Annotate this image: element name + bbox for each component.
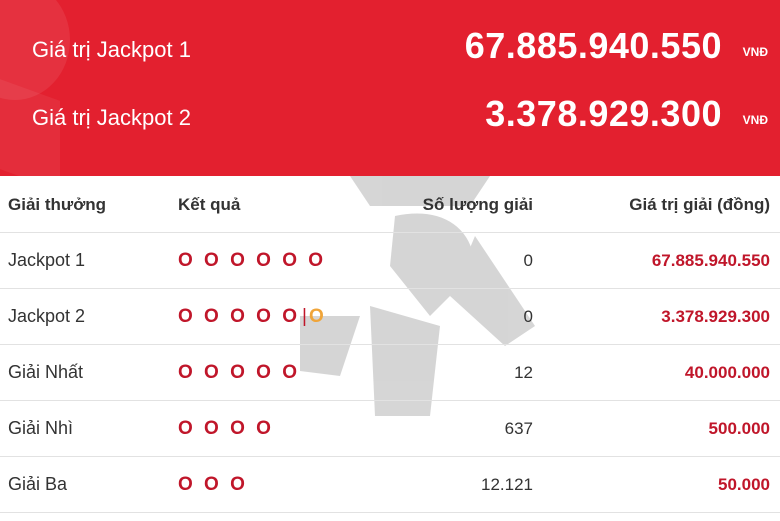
- header-result: Kết quả: [178, 195, 241, 214]
- ball-icons: O O O O O: [178, 305, 301, 327]
- jackpot-1-unit: VNĐ: [742, 45, 768, 59]
- header-value: Giá trị giải (đồng): [629, 195, 770, 214]
- ball-icons: O O O O: [178, 417, 274, 439]
- logo-watermark: [300, 176, 535, 416]
- table-row: Giải Nhì O O O O 637 500.000: [0, 401, 780, 457]
- results-table: Giải thưởng Kết quả Số lượng giải Giá tr…: [0, 178, 780, 513]
- jackpot-2-label: Giá trị Jackpot 2: [32, 105, 191, 130]
- jackpot-1-row: Giá trị Jackpot 1 67.885.940.550 VNĐ: [0, 21, 780, 81]
- prize-name: Giải Nhất: [8, 362, 84, 382]
- result-balls: O O O O O: [178, 345, 398, 400]
- header-prize: Giải thưởng: [8, 195, 107, 214]
- result-balls: O O O O O | O: [178, 289, 398, 344]
- ball-icons: O O O O O O: [178, 249, 327, 271]
- jackpot-banner: Giá trị Jackpot 1 67.885.940.550 VNĐ Giá…: [0, 0, 780, 176]
- table-row: Jackpot 1 O O O O O O 0 67.885.940.550: [0, 233, 780, 289]
- winner-count: 12: [514, 362, 533, 382]
- result-balls: O O O: [178, 457, 398, 512]
- prize-name: Jackpot 1: [8, 250, 86, 270]
- table-row: Jackpot 2 O O O O O | O 0 3.378.929.300: [0, 289, 780, 345]
- table-header: Giải thưởng Kết quả Số lượng giải Giá tr…: [0, 178, 780, 233]
- header-count: Số lượng giải: [422, 195, 533, 214]
- jackpot-1-amount: 67.885.940.550: [464, 25, 722, 66]
- prize-value: 50.000: [718, 474, 770, 494]
- jackpot-1-label: Giá trị Jackpot 1: [32, 37, 191, 62]
- prize-value: 3.378.929.300: [661, 306, 770, 326]
- result-balls: O O O O: [178, 401, 398, 456]
- table-row: Giải Ba O O O 12.121 50.000: [0, 457, 780, 513]
- bonus-separator: |: [302, 305, 307, 327]
- prize-name: Giải Ba: [8, 474, 68, 494]
- winner-count: 0: [523, 250, 533, 270]
- result-balls: O O O O O O: [178, 233, 398, 288]
- jackpot-2-amount: 3.378.929.300: [485, 93, 722, 134]
- jackpot-2-row: Giá trị Jackpot 2 3.378.929.300 VNĐ: [0, 89, 780, 149]
- prize-value: 40.000.000: [684, 362, 770, 382]
- ball-icons: O O O: [178, 473, 248, 495]
- bonus-ball-icon: O: [308, 305, 327, 327]
- prize-value: 500.000: [708, 418, 770, 438]
- jackpot-2-unit: VNĐ: [742, 113, 768, 127]
- prize-name: Giải Nhì: [8, 418, 74, 438]
- winner-count: 12.121: [481, 474, 533, 494]
- winner-count: 637: [504, 418, 533, 438]
- prize-name: Jackpot 2: [8, 306, 86, 326]
- table-row: Giải Nhất O O O O O 12 40.000.000: [0, 345, 780, 401]
- winner-count: 0: [523, 306, 533, 326]
- ball-icons: O O O O O: [178, 361, 301, 383]
- prize-value: 67.885.940.550: [651, 250, 770, 270]
